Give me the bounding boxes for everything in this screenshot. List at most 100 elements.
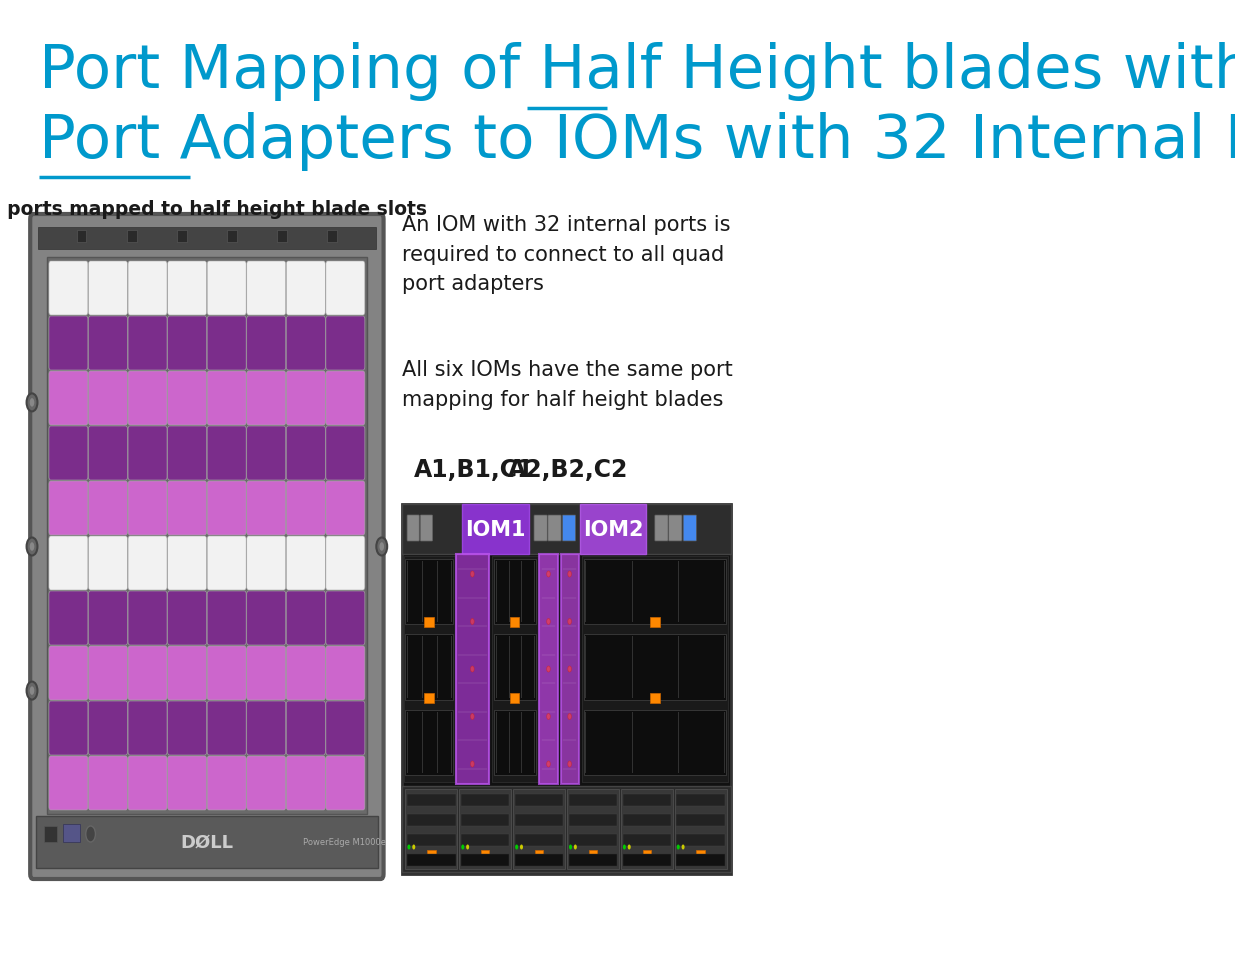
FancyBboxPatch shape: [326, 262, 364, 315]
Bar: [513, 789, 566, 869]
Circle shape: [471, 761, 474, 767]
Circle shape: [379, 542, 385, 552]
Bar: [401, 504, 731, 874]
Text: All six IOMs have the same port
mapping for half height blades: All six IOMs have the same port mapping …: [401, 359, 732, 409]
FancyBboxPatch shape: [89, 372, 127, 426]
FancyBboxPatch shape: [128, 757, 167, 810]
FancyBboxPatch shape: [326, 316, 364, 371]
Circle shape: [622, 844, 626, 850]
Circle shape: [27, 394, 37, 412]
Circle shape: [85, 826, 95, 842]
Bar: [461, 814, 509, 826]
FancyBboxPatch shape: [168, 592, 206, 645]
Bar: [510, 618, 520, 628]
FancyBboxPatch shape: [168, 372, 206, 426]
Text: Port Adapters to IOMs with 32 Internal Ports: Port Adapters to IOMs with 32 Internal P…: [40, 112, 1235, 171]
FancyBboxPatch shape: [207, 316, 246, 371]
FancyBboxPatch shape: [168, 646, 206, 700]
FancyBboxPatch shape: [287, 592, 325, 645]
Bar: [568, 854, 618, 866]
Bar: [424, 693, 433, 703]
FancyBboxPatch shape: [128, 537, 167, 590]
FancyBboxPatch shape: [49, 481, 88, 536]
Bar: [227, 231, 237, 243]
FancyBboxPatch shape: [49, 316, 88, 371]
Bar: [515, 834, 563, 846]
Bar: [650, 618, 659, 628]
FancyBboxPatch shape: [287, 757, 325, 810]
FancyBboxPatch shape: [247, 701, 285, 755]
Bar: [583, 559, 726, 624]
FancyBboxPatch shape: [326, 372, 364, 426]
FancyBboxPatch shape: [326, 537, 364, 590]
Bar: [583, 635, 726, 700]
Circle shape: [28, 398, 35, 408]
FancyBboxPatch shape: [49, 757, 88, 810]
FancyBboxPatch shape: [247, 592, 285, 645]
FancyBboxPatch shape: [207, 481, 246, 536]
FancyBboxPatch shape: [207, 592, 246, 645]
Bar: [127, 231, 137, 243]
Bar: [589, 850, 597, 861]
Bar: [480, 850, 489, 861]
FancyBboxPatch shape: [287, 316, 325, 371]
Circle shape: [568, 572, 572, 578]
FancyBboxPatch shape: [89, 427, 127, 480]
FancyBboxPatch shape: [128, 372, 167, 426]
Bar: [674, 789, 726, 869]
Circle shape: [547, 761, 551, 767]
FancyBboxPatch shape: [287, 372, 325, 426]
Bar: [535, 850, 543, 861]
FancyBboxPatch shape: [128, 316, 167, 371]
FancyBboxPatch shape: [287, 646, 325, 700]
Circle shape: [28, 542, 35, 552]
Circle shape: [568, 714, 572, 720]
Bar: [63, 824, 80, 842]
FancyBboxPatch shape: [49, 427, 88, 480]
FancyBboxPatch shape: [49, 592, 88, 645]
Circle shape: [408, 844, 410, 850]
Bar: [461, 854, 509, 866]
Circle shape: [547, 572, 551, 578]
Bar: [677, 794, 725, 806]
FancyBboxPatch shape: [207, 646, 246, 700]
Circle shape: [568, 618, 572, 625]
Text: PowerEdge M1000e: PowerEdge M1000e: [303, 838, 385, 846]
Bar: [621, 789, 673, 869]
Bar: [567, 789, 619, 869]
Circle shape: [412, 844, 415, 850]
FancyBboxPatch shape: [168, 481, 206, 536]
Circle shape: [462, 844, 464, 850]
Bar: [427, 850, 436, 861]
FancyBboxPatch shape: [668, 516, 682, 541]
FancyBboxPatch shape: [49, 646, 88, 700]
Circle shape: [515, 844, 519, 850]
Text: DØLL: DØLL: [180, 833, 233, 851]
FancyBboxPatch shape: [168, 316, 206, 371]
Bar: [568, 834, 618, 846]
FancyBboxPatch shape: [128, 646, 167, 700]
Circle shape: [547, 714, 551, 720]
FancyBboxPatch shape: [207, 757, 246, 810]
Circle shape: [377, 537, 388, 556]
Circle shape: [627, 844, 631, 850]
Bar: [582, 557, 727, 782]
FancyBboxPatch shape: [89, 757, 127, 810]
FancyBboxPatch shape: [247, 262, 285, 315]
FancyBboxPatch shape: [548, 516, 561, 541]
Circle shape: [27, 537, 37, 556]
Bar: [278, 231, 287, 243]
FancyBboxPatch shape: [168, 262, 206, 315]
Bar: [677, 814, 725, 826]
FancyBboxPatch shape: [326, 427, 364, 480]
Bar: [36, 816, 378, 868]
FancyBboxPatch shape: [128, 701, 167, 755]
FancyBboxPatch shape: [168, 427, 206, 480]
FancyBboxPatch shape: [287, 537, 325, 590]
FancyBboxPatch shape: [287, 262, 325, 315]
Bar: [580, 504, 646, 555]
Bar: [456, 555, 489, 784]
FancyBboxPatch shape: [326, 481, 364, 536]
Bar: [622, 814, 671, 826]
Bar: [327, 231, 337, 243]
